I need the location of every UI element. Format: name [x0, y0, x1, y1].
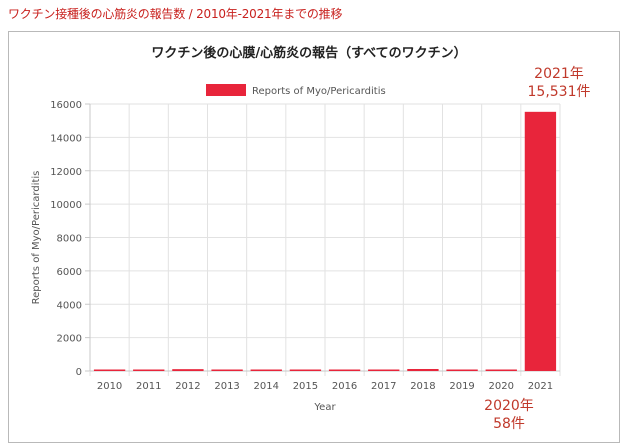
bar-2016 [328, 369, 361, 371]
x-tick-label: 2016 [332, 381, 357, 392]
bar-2020 [485, 369, 517, 371]
y-tick-label: 8000 [57, 234, 82, 245]
bar-2018 [407, 368, 439, 371]
y-axis-label: Reports of Myo/Pericarditis [31, 171, 42, 305]
y-tick-label: 2000 [57, 334, 82, 345]
y-tick-label: 16000 [50, 100, 82, 111]
bar-2010 [93, 369, 126, 371]
y-tick-label: 12000 [50, 167, 82, 178]
chart-title: ワクチン後の心膜/心筋炎の報告（すべてのワクチン） [151, 45, 466, 61]
x-axis-label: Year [313, 402, 336, 413]
x-tick-label: 2020 [489, 381, 514, 392]
bar-2017 [368, 369, 400, 371]
y-tick-label: 0 [76, 367, 82, 378]
x-tick-label: 2018 [410, 381, 435, 392]
bar-2011 [133, 369, 165, 371]
annotation-2021-year: 2021年 [534, 66, 584, 82]
x-tick-label: 2021 [528, 381, 553, 392]
legend-swatch [206, 84, 246, 96]
y-tick-label: 4000 [57, 300, 82, 311]
bar-2012 [172, 369, 204, 371]
x-tick-label: 2015 [293, 381, 318, 392]
bar-chart: ワクチン後の心膜/心筋炎の報告（すべてのワクチン） Reports of Myo/… [31, 45, 561, 413]
y-tick-label: 14000 [50, 133, 82, 144]
bar-2014 [250, 369, 282, 371]
chart-frame: ワクチン後の心膜/心筋炎の報告（すべてのワクチン） Reports of Myo/… [8, 31, 620, 443]
y-tick-label: 10000 [50, 200, 82, 211]
page-heading: ワクチン接種後の心筋炎の報告数 / 2010年-2021年までの推移 [8, 7, 343, 21]
legend-label: Reports of Myo/Pericarditis [252, 86, 386, 97]
x-tick-label: 2014 [254, 381, 279, 392]
annotation-2021: 2021年 15,531件 [519, 65, 599, 101]
x-tick-label: 2013 [214, 381, 239, 392]
annotation-2020: 2020年 58件 [469, 397, 549, 433]
bar-2013 [211, 369, 243, 371]
x-tick-label: 2019 [449, 381, 474, 392]
annotation-2020-count: 58件 [493, 416, 525, 432]
y-tick-label: 6000 [57, 267, 82, 278]
bar-2021 [524, 111, 557, 371]
x-tick-label: 2012 [175, 381, 200, 392]
bar-2015 [289, 369, 322, 371]
x-tick-label: 2010 [97, 381, 122, 392]
annotation-2021-count: 15,531件 [527, 84, 591, 100]
x-tick-label: 2017 [371, 381, 396, 392]
x-tick-label: 2011 [136, 381, 161, 392]
bar-2019 [446, 369, 478, 371]
annotation-2020-year: 2020年 [484, 398, 534, 414]
